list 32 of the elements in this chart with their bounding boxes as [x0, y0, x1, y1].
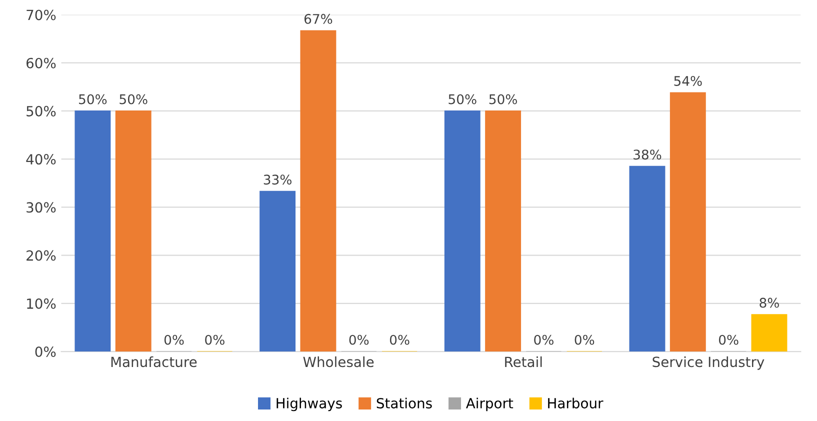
legend-label: Harbour — [548, 398, 604, 408]
data-label: 50% — [79, 94, 107, 104]
legend-label: Airport — [466, 398, 514, 412]
data-label: 50% — [120, 94, 148, 104]
data-label: 67% — [304, 14, 332, 24]
y-tick-label: 0% — [35, 346, 56, 358]
data-label: 0% — [205, 334, 224, 345]
data-label: 50% — [489, 94, 517, 104]
y-tick-label: 20% — [26, 250, 56, 261]
x-tick-label: Retail — [505, 356, 542, 368]
x-tick-label: Manufacture — [111, 356, 197, 368]
data-label: 0% — [534, 334, 554, 345]
x-tick-label: Service Industry — [652, 356, 764, 370]
data-label: 54% — [674, 76, 702, 86]
y-tick-label: 60% — [26, 58, 56, 68]
data-label: 8% — [760, 298, 779, 308]
y-tick-label: 50% — [26, 106, 56, 116]
data-label: 33% — [264, 174, 292, 185]
data-label: 0% — [718, 334, 738, 345]
legend-label: Stations — [376, 398, 432, 408]
data-label: 0% — [349, 334, 369, 345]
data-label: 0% — [390, 334, 410, 345]
legend-label: Highways — [276, 398, 342, 412]
data-label: 50% — [448, 94, 476, 104]
x-tick-label: Wholesale — [303, 356, 374, 368]
y-tick-label: 30% — [26, 202, 56, 213]
data-label: 0% — [574, 334, 594, 345]
y-tick-label: 10% — [27, 298, 56, 309]
y-tick-label: 40% — [26, 154, 56, 165]
data-label: 38% — [634, 150, 662, 160]
data-label: 0% — [164, 334, 184, 345]
y-tick-label: 70% — [26, 10, 56, 20]
